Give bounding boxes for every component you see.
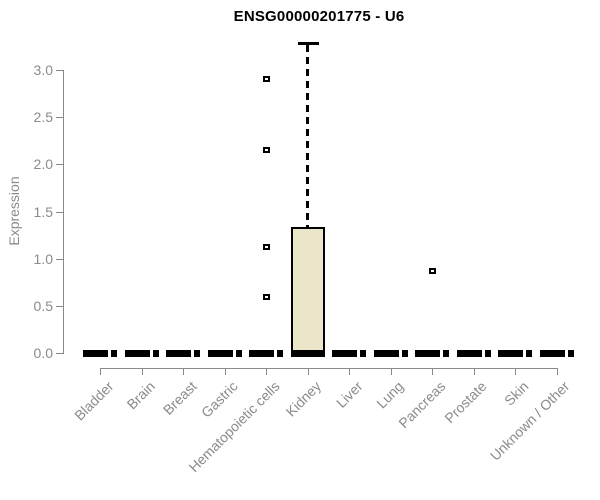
median-line — [332, 350, 366, 357]
x-tick — [100, 368, 101, 375]
median-line-gap — [191, 350, 194, 357]
whisker-cap — [297, 41, 319, 45]
y-tick-label: 1.5 — [33, 203, 53, 220]
x-tick-label: Brain — [123, 378, 158, 413]
x-tick-label: Prostate — [441, 378, 490, 427]
median-line — [249, 350, 283, 357]
x-tick — [183, 368, 184, 375]
whisker-line — [306, 44, 309, 227]
median-line — [456, 350, 491, 357]
median-line — [124, 350, 159, 357]
median-line — [539, 350, 574, 357]
median-line — [415, 350, 449, 357]
x-tick — [515, 368, 516, 375]
chart-title: ENSG00000201775 - U6 — [233, 8, 405, 25]
x-tick — [390, 368, 392, 375]
y-tick — [56, 305, 63, 307]
y-tick-label: 3.0 — [33, 62, 53, 78]
x-tick — [266, 368, 267, 375]
median-line-gap — [357, 350, 360, 357]
x-tick-label: Liver — [332, 378, 366, 411]
y-tick — [56, 211, 63, 213]
median-line-gap — [440, 350, 443, 357]
x-tick — [224, 368, 226, 375]
y-tick — [56, 117, 63, 119]
y-tick — [56, 70, 63, 71]
outlier-point — [262, 147, 270, 154]
median-line — [373, 350, 408, 357]
y-tick — [56, 353, 63, 354]
y-tick-label: 0.5 — [33, 297, 53, 314]
x-tick-label: Kidney — [282, 378, 324, 420]
x-tick — [349, 368, 350, 375]
x-tick — [432, 368, 433, 375]
y-tick-label: 2.5 — [33, 109, 53, 126]
median-line — [166, 350, 200, 357]
x-tick-label: Bladder — [70, 378, 117, 424]
x-tick — [307, 368, 309, 375]
y-tick — [56, 164, 63, 166]
median-line-gap — [398, 350, 402, 357]
median-line-gap — [232, 350, 236, 357]
y-tick-label: 1.0 — [33, 250, 53, 267]
outlier-point — [262, 76, 270, 83]
median-line-gap — [523, 350, 526, 357]
median-line — [498, 350, 532, 357]
x-tick — [473, 368, 475, 375]
box — [290, 226, 325, 353]
x-axis-line — [100, 368, 558, 369]
median-line — [290, 350, 325, 357]
outlier-point — [262, 294, 270, 301]
median-line — [83, 350, 117, 357]
x-tick — [141, 368, 143, 375]
median-line-gap — [149, 350, 153, 357]
y-tick — [56, 258, 63, 260]
median-line-gap — [564, 350, 568, 357]
x-tick-label: Skin — [500, 378, 532, 409]
y-axis-line — [63, 70, 64, 354]
median-line-gap — [108, 350, 111, 357]
x-tick-label: Lung — [373, 378, 407, 412]
median-line — [207, 350, 242, 357]
y-tick-label: 0.0 — [33, 345, 53, 361]
x-tick-label: Breast — [159, 378, 200, 418]
x-tick — [556, 368, 558, 375]
outlier-point — [428, 267, 436, 274]
median-line-gap — [481, 350, 485, 357]
outlier-point — [262, 244, 270, 251]
y-tick-label: 2.0 — [33, 156, 53, 173]
median-line-gap — [274, 350, 277, 357]
